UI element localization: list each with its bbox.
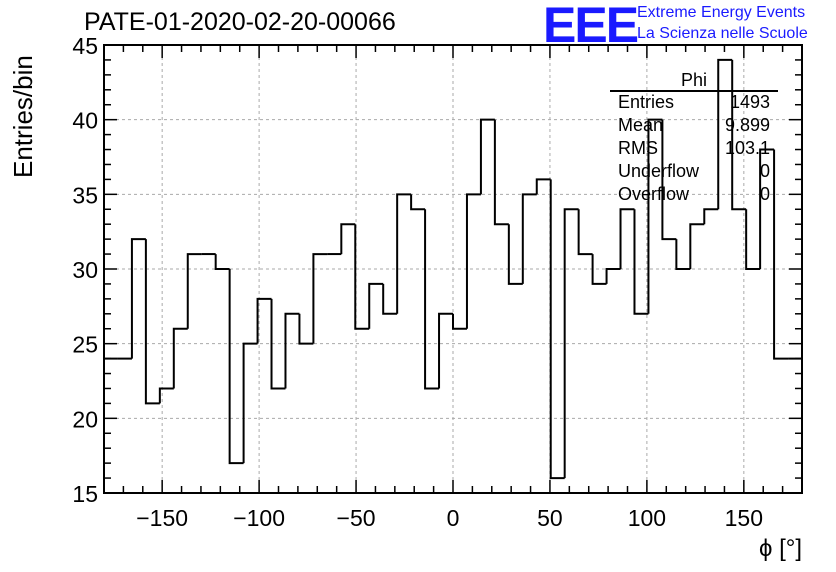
eee-logo: EEE (543, 0, 639, 53)
histogram-bin (521, 193, 537, 284)
histogram-bin (745, 209, 761, 270)
histogram-bin (619, 208, 635, 269)
plot-title: PATE-01-2020-02-20-00066 (84, 8, 396, 36)
x-axis-label: ϕ [°] (758, 535, 802, 562)
logo-line-2: La Scienza nelle Scuole (637, 25, 808, 42)
histogram-bin (731, 59, 747, 211)
histogram-bin (452, 313, 467, 330)
x-tick-label: −50 (337, 505, 376, 531)
stats-key: RMS (618, 138, 658, 158)
y-tick-label: 30 (72, 257, 98, 283)
histogram-bin (675, 239, 691, 270)
histogram-bin (689, 223, 705, 269)
histogram (104, 58, 802, 480)
histogram-bin (703, 208, 719, 225)
logo-line-1: Extreme Energy Events (637, 4, 806, 21)
histogram-bin (158, 387, 174, 404)
stats-key: Underflow (618, 161, 700, 181)
x-tick-label: 150 (725, 505, 763, 531)
stats-row-rms: RMS 103.1 (618, 138, 770, 160)
x-tick-label: −150 (136, 505, 188, 531)
histogram-bin (465, 193, 481, 329)
histogram-bin (479, 118, 495, 195)
histogram-bin (647, 118, 663, 314)
histogram-bin (312, 253, 328, 344)
y-tick-label: 20 (72, 406, 98, 432)
histogram-bin (242, 342, 258, 464)
histogram-bin (284, 312, 300, 389)
histogram-bin (130, 238, 146, 359)
histogram-bin (633, 209, 649, 315)
stats-row-entries: Entries 1493 (618, 92, 770, 114)
stats-box: Phi Entries 1493 Mean 9.899 RMS 103.1 Un… (610, 70, 778, 208)
histogram-bin (368, 282, 384, 329)
histogram-bin (717, 58, 733, 210)
stats-value: 0 (759, 184, 770, 204)
histogram-bin (535, 178, 551, 195)
stats-title: Phi (680, 70, 707, 90)
histogram-bin (228, 269, 244, 465)
histogram-bin (605, 268, 621, 284)
histogram-bin (214, 254, 230, 270)
histogram-bin (354, 224, 370, 330)
histogram-bin (270, 298, 286, 390)
histogram-bin (759, 148, 775, 269)
stats-key: Entries (618, 92, 675, 112)
histogram-bin (396, 193, 412, 314)
histogram-bin (773, 149, 789, 360)
histogram-bin (144, 239, 160, 405)
x-tick-label: 50 (537, 505, 563, 531)
stats-row-underflow: Underflow 0 (618, 161, 770, 183)
histogram-bin (591, 254, 607, 285)
histogram-bin (186, 253, 202, 329)
histogram-bin (661, 119, 677, 241)
histogram-bin (549, 179, 565, 480)
y-tick-label: 40 (72, 108, 98, 134)
stats-value: 103.1 (724, 138, 770, 158)
y-tick-label: 35 (72, 182, 98, 208)
stats-row-overflow: Overflow 0 (618, 184, 770, 206)
histogram-bin (382, 283, 398, 315)
histogram-bin (298, 313, 314, 345)
axes (103, 44, 803, 494)
stats-value: 9.899 (724, 115, 770, 135)
stats-key: Mean (618, 115, 664, 135)
histogram-bin (424, 209, 440, 390)
y-axis-label: Entries/bin (8, 55, 38, 178)
histogram-bin (340, 223, 356, 255)
stats-key: Overflow (618, 184, 690, 204)
histogram-bin (493, 119, 509, 226)
stats-separator (610, 90, 778, 92)
y-tick-label: 15 (72, 481, 98, 507)
y-tick-label: 25 (72, 332, 98, 358)
x-tick-label: −100 (233, 505, 285, 531)
histogram-bin (577, 209, 593, 256)
histogram-bin (438, 312, 453, 389)
histogram-bin (172, 327, 188, 389)
histogram-bin (507, 224, 523, 285)
stats-row-mean: Mean 9.899 (618, 115, 770, 137)
stats-value: 1493 (729, 92, 770, 112)
y-tick-label: 45 (72, 33, 98, 59)
stats-value: 0 (759, 161, 770, 181)
histogram-bin (563, 208, 579, 479)
x-tick-label: 100 (628, 505, 666, 531)
histogram-bin (256, 297, 272, 344)
histogram-bin (410, 194, 426, 211)
x-tick-label: 0 (447, 505, 460, 531)
tick-labels: −150 −100 −50 0 50 100 150 15 20 25 30 35 40 45 (72, 33, 763, 531)
